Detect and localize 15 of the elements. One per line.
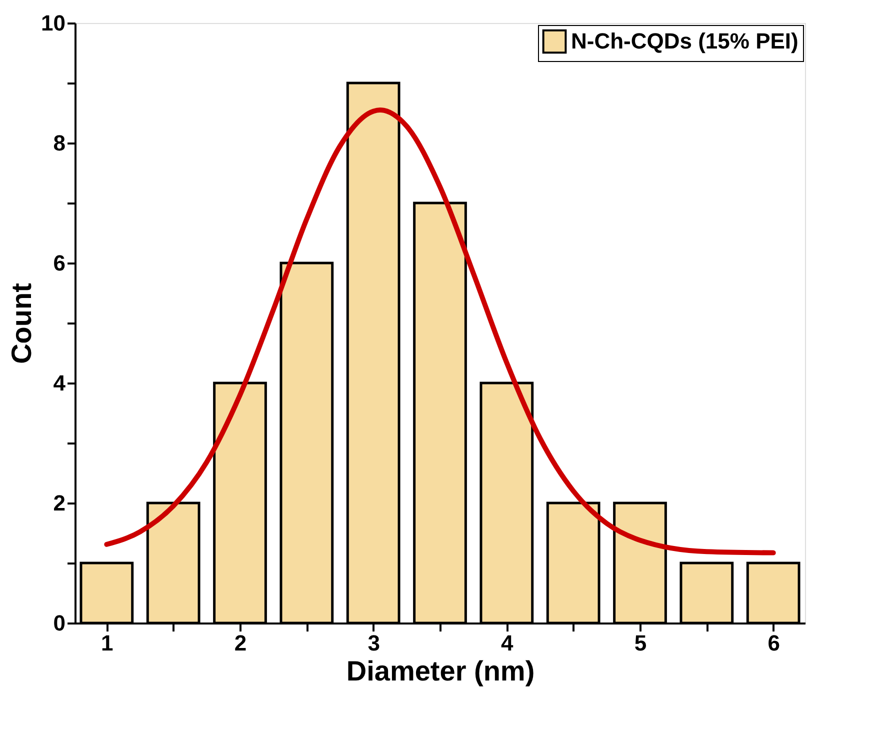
x-tick-label: 2 xyxy=(234,630,247,656)
y-tick-label: 0 xyxy=(53,610,66,636)
x-tick-label: 5 xyxy=(634,630,647,656)
x-tick-label: 1 xyxy=(101,630,114,656)
y-tick-label: 4 xyxy=(53,370,66,396)
y-tick-label: 8 xyxy=(53,130,66,156)
x-tick-label: 6 xyxy=(768,630,780,656)
x-axis-title: Diameter (nm) xyxy=(346,656,535,686)
legend-label: N-Ch-CQDs (15% PEI) xyxy=(571,28,798,54)
y-tick-label: 10 xyxy=(41,10,66,36)
y-tick-label: 2 xyxy=(53,490,66,516)
x-tick-label: 3 xyxy=(368,630,380,656)
y-axis-title: Count xyxy=(6,283,38,364)
y-tick-label: 6 xyxy=(53,250,66,276)
x-tick-label: 4 xyxy=(501,630,514,656)
